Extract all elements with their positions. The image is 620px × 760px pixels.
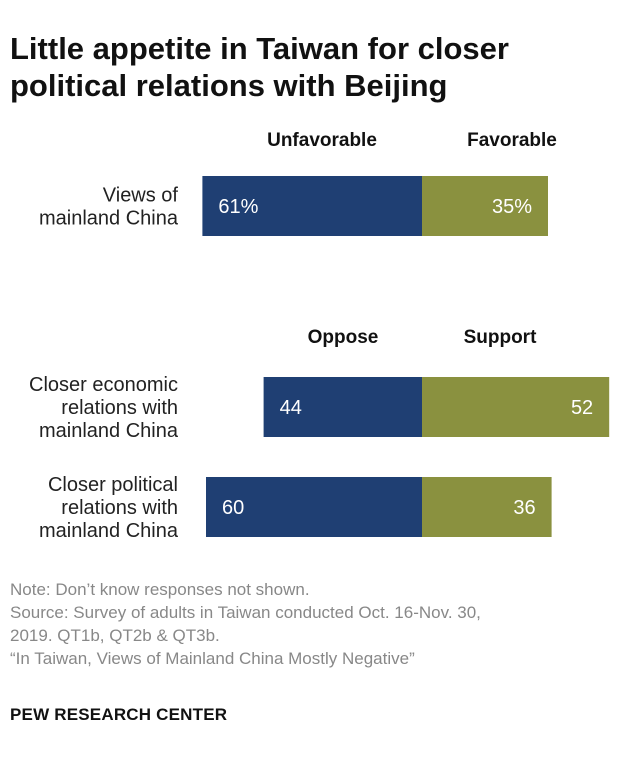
- row-label-line: mainland China: [39, 520, 179, 542]
- header-favorable: Favorable: [467, 130, 557, 151]
- row-label-g0-r0: Views of mainland China: [39, 185, 179, 230]
- diverging-bar-chart: Unfavorable Favorable Oppose Support 61%…: [29, 130, 610, 542]
- bar-positive-g0-r0: [422, 176, 548, 236]
- report-title: “In Taiwan, Views of Mainland China Most…: [10, 649, 415, 668]
- chart-title: Little appetite in Taiwan for closer pol…: [10, 31, 509, 103]
- bar-label-positive-g1-r0: 52: [571, 397, 593, 419]
- row-label-line: mainland China: [39, 208, 179, 230]
- row-label-line: relations with: [61, 497, 178, 519]
- row-label-line: Views of: [103, 185, 179, 207]
- footnotes: Note: Don’t know responses not shown. So…: [10, 578, 600, 670]
- bar-positive-g1-r1: [422, 477, 552, 537]
- row-label-line: relations with: [61, 397, 178, 419]
- bar-label-positive-g0-r0: 35%: [492, 196, 532, 218]
- bar-label-negative-g1-r0: 44: [280, 397, 302, 419]
- row-label-g1-r1: Closer political relations with mainland C…: [39, 474, 179, 542]
- bar-negative-g1-r0: [263, 377, 422, 437]
- bar-label-positive-g1-r1: 36: [513, 497, 535, 519]
- bar-negative-g1-r1: [206, 477, 422, 537]
- note-text: Note: Don’t know responses not shown.: [10, 580, 310, 599]
- header-support: Support: [464, 327, 537, 348]
- pew-logo-text: PEW RESEARCH CENTER: [10, 705, 228, 724]
- bar-positive-g1-r0: [422, 377, 610, 437]
- source-text-line2: 2019. QT1b, QT2b & QT3b.: [10, 626, 220, 645]
- bar-label-negative-g1-r1: 60: [222, 497, 244, 519]
- header-unfavorable: Unfavorable: [267, 130, 377, 151]
- row-label-line: Closer political: [48, 474, 178, 496]
- bar-negative-g0-r0: [202, 176, 422, 236]
- row-label-g1-r0: Closer economic relations with mainland Ch…: [29, 374, 179, 442]
- bar-label-negative-g0-r0: 61%: [218, 196, 258, 218]
- source-text-line1: Source: Survey of adults in Taiwan condu…: [10, 603, 481, 622]
- header-oppose: Oppose: [308, 327, 379, 348]
- row-label-line: Closer economic: [29, 374, 178, 396]
- row-label-line: mainland China: [39, 420, 179, 442]
